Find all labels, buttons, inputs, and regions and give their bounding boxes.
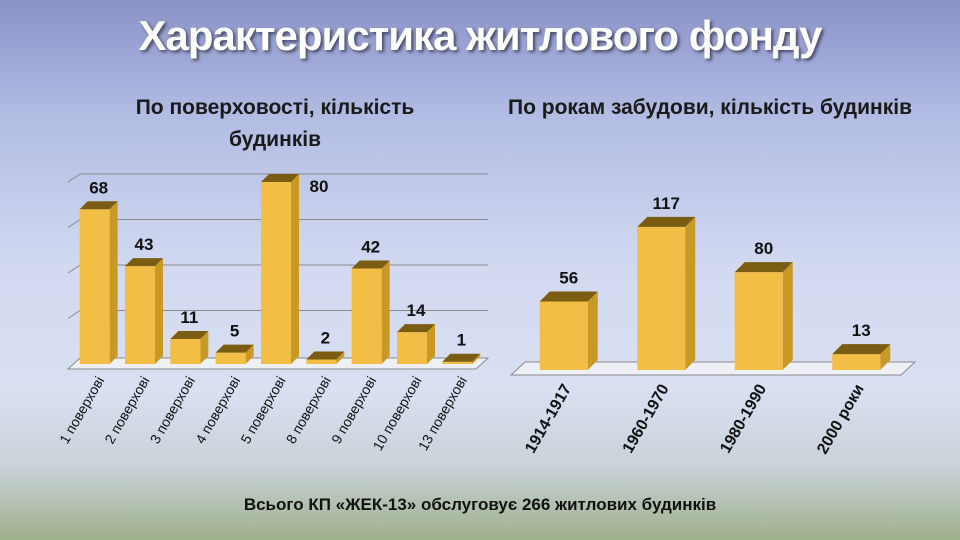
floors-bar-top	[306, 351, 345, 360]
floors-bar-side	[109, 201, 118, 364]
floors-value-label: 2	[321, 328, 330, 347]
floors-value-label: 68	[89, 178, 108, 197]
years-category-label: 2000 роки	[814, 382, 867, 458]
floors-bar-top	[351, 260, 390, 269]
floors-value-label: 80	[310, 177, 329, 196]
floors-value-label: 43	[135, 235, 154, 254]
floors-bar	[442, 361, 473, 364]
floors-value-label: 5	[230, 322, 239, 341]
floors-bar-top	[170, 330, 209, 339]
floors-value-label: 14	[407, 301, 426, 320]
years-bar	[832, 354, 881, 370]
floors-value-label: 11	[180, 308, 198, 327]
floors-bar-top	[79, 201, 118, 210]
floors-bar	[79, 209, 110, 364]
years-bar-side	[880, 344, 891, 370]
floors-value-label: 1	[457, 331, 466, 350]
floors-bar-side	[472, 353, 481, 364]
floors-bar	[170, 338, 201, 364]
years-bar-top	[637, 216, 696, 227]
floors-bar-side	[427, 324, 435, 364]
chart-title-years: По рокам забудови, кількість будинків	[508, 96, 912, 119]
floors-bar-top	[125, 258, 163, 267]
years-bar	[734, 272, 783, 370]
years-bar-top	[832, 344, 891, 355]
years-value-label: 56	[559, 269, 578, 288]
floors-gridline-tick	[67, 219, 81, 228]
floors-bar-side	[291, 174, 299, 364]
floors-gridline-tick	[67, 310, 81, 319]
years-category-label: 1980-1990	[717, 381, 770, 456]
floors-bar	[397, 332, 427, 364]
years-value-label: 13	[852, 321, 871, 340]
floors-bar	[261, 182, 291, 364]
floors-bar	[306, 359, 337, 364]
years-bar	[637, 226, 686, 370]
floors-bar-top	[215, 344, 254, 353]
floors-bar-top	[261, 174, 299, 182]
floors-bar-side	[245, 344, 254, 364]
years-floor	[509, 361, 917, 376]
floors-bar-top	[397, 324, 435, 333]
chart-title-floors: По поверховості, кількість будинків	[135, 96, 415, 151]
years-value-label: 117	[653, 194, 680, 213]
years-category-label: 1960-1970	[620, 381, 673, 456]
years-category-label: 1914-1917	[522, 381, 575, 456]
floors-bar	[351, 268, 382, 364]
floors-bar	[215, 352, 246, 364]
years-bar-top	[539, 291, 598, 302]
years-bar-side	[685, 216, 696, 370]
years-bar-side	[782, 262, 793, 370]
floors-bar	[125, 266, 155, 364]
floors-bar-side	[336, 351, 345, 364]
slide-title: Характеристика житлового фонду	[138, 12, 823, 59]
floors-bar-side	[381, 260, 390, 364]
years-bar-top	[734, 262, 793, 273]
floors-bar-top	[442, 353, 481, 362]
years-bar-side	[587, 291, 598, 370]
floors-gridline-tick	[67, 264, 81, 274]
years-value-label: 80	[754, 239, 773, 258]
floors-bar-side	[200, 330, 209, 364]
years-bar	[539, 301, 588, 370]
floors-gridline-tick	[67, 173, 81, 183]
footer-summary: Всього КП «ЖЕК-13» обслуговує 266 житлов…	[243, 495, 717, 514]
floors-value-label: 42	[361, 237, 380, 256]
floors-bar-side	[155, 258, 163, 364]
